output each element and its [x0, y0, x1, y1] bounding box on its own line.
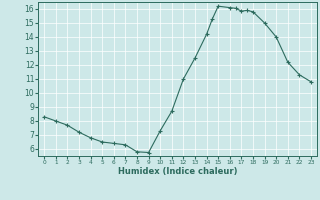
X-axis label: Humidex (Indice chaleur): Humidex (Indice chaleur) — [118, 167, 237, 176]
